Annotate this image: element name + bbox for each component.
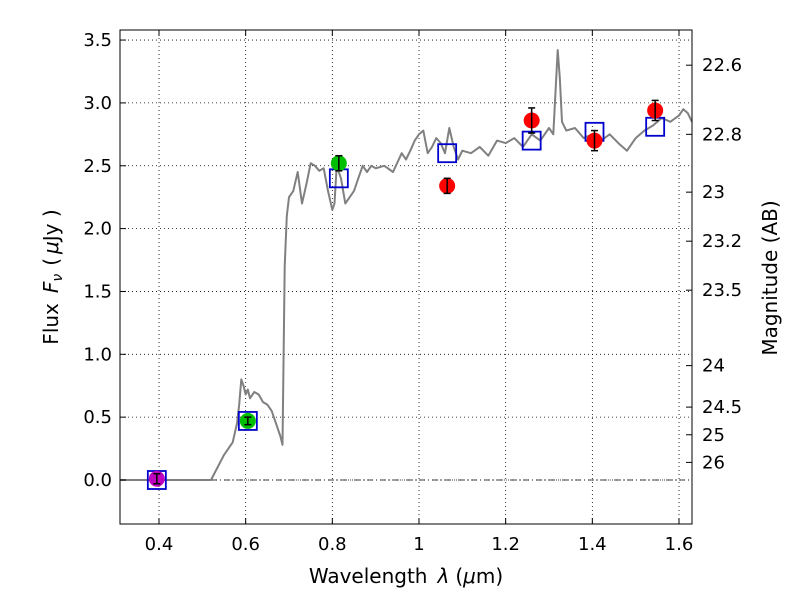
x-axis-label: Wavelength λ (μm) [309,564,503,588]
x-tick-label: 1 [413,534,424,555]
y-tick-label: 1.5 [83,281,112,302]
magnitude-tick-label: 22.8 [702,124,742,145]
magnitude-tick-label: 23.5 [702,280,742,301]
plot-frame [119,29,693,525]
observed-photometry-points [148,99,664,487]
x-tick-label: 1.2 [491,534,520,555]
y-tick-label: 2.5 [83,156,112,177]
x-axis-ticks: 0.4 0.6 0.8 1 1.2 1.4 1.6 [145,30,694,555]
x-tick-label: 0.6 [231,534,260,555]
grid-lines [120,30,692,524]
y-axis-ticks: 0.0 0.5 1.0 1.5 2.0 2.5 3.0 3.5 [83,30,126,491]
magnitude-tick-label: 23.2 [702,231,742,252]
y-tick-label: 0.5 [83,407,112,428]
y-tick-label: 1.0 [83,344,112,365]
magnitude-tick-label: 25 [702,425,725,446]
x-tick-label: 1.6 [665,534,694,555]
x-tick-label: 0.8 [318,534,347,555]
model-spectrum [120,49,693,481]
x-tick-label: 1.4 [578,534,607,555]
magnitude-tick-label: 22.6 [702,55,742,76]
magnitude-tick-label: 24 [702,356,725,377]
y-tick-label: 3.5 [83,30,112,51]
spectrum-line [120,49,693,481]
magnitude-tick-label: 24.5 [702,397,742,418]
magnitude-tick-label: 23 [702,182,725,203]
y-tick-label: 0.0 [83,470,112,491]
y-tick-label: 3.0 [83,93,112,114]
y-tick-label: 2.0 [83,219,112,240]
magnitude-axis-ticks: 22.6 22.8 23 23.2 23.5 24 24.5 25 26 [686,55,742,473]
model-photometry-square [437,143,458,164]
magnitude-axis-label: Magnitude (AB) [758,200,782,355]
model-photometry-square [237,411,258,431]
x-tick-label: 0.4 [145,534,174,555]
y-axis-label: FluxFν(μJy ) [39,209,66,344]
magnitude-tick-label: 26 [702,452,725,473]
